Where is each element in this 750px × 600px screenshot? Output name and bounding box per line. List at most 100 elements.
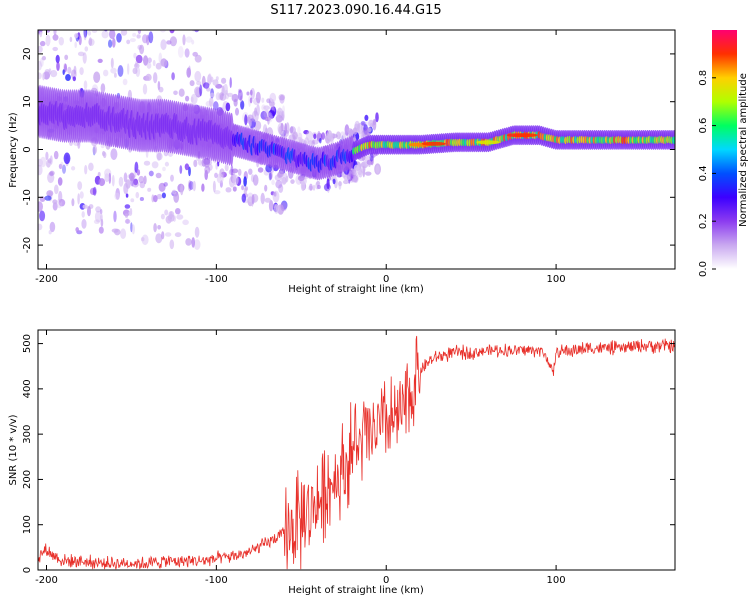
- spectrogram-noise-blob: [63, 152, 71, 165]
- snr-xtick-label: 100: [547, 575, 566, 586]
- spectrogram-noise-blob: [192, 51, 198, 57]
- spectrogram-noise-blob: [104, 173, 110, 183]
- spectrogram-noise-blob: [147, 187, 152, 192]
- spectrogram-noise-blob: [251, 194, 255, 205]
- spectrogram-noise-blob: [260, 192, 265, 205]
- spectrogram-noise-blob: [225, 92, 229, 100]
- spectrogram-noise-blob: [130, 198, 135, 203]
- spectrogram-noise-blob: [219, 91, 224, 101]
- spectrogram-noise-blob: [275, 114, 283, 123]
- spectrogram-noise-blob: [52, 46, 58, 52]
- spectrogram-noise-blob: [205, 100, 213, 107]
- spectrogram-noise-blob: [52, 202, 58, 211]
- spectrogram-noise-blob: [196, 81, 202, 86]
- spectrogram-noise-blob: [280, 202, 288, 212]
- snr-series-line: [38, 335, 675, 570]
- spectrogram-noise-blob: [38, 45, 43, 53]
- snr-ylabel: SNR (10 * v/v): [8, 414, 19, 485]
- spectrogram-noise-blob: [120, 228, 127, 239]
- spectrogram-noise-blob: [215, 76, 219, 81]
- spectrogram-noise-blob: [162, 166, 166, 172]
- snr-ytick-label: 500: [22, 334, 33, 353]
- spectrogram-noise-blob: [179, 165, 183, 174]
- spectrogram-noise-blob: [160, 39, 167, 51]
- spectrogram-noise-blob: [185, 238, 192, 246]
- spectrogram-noise-blob: [357, 122, 361, 133]
- colorbar-tick-label: 0.0: [698, 261, 709, 277]
- spectrogram-noise-blob: [87, 30, 92, 36]
- spectrogram-noise-blob: [297, 175, 305, 182]
- spectrogram-noise-blob: [169, 36, 177, 47]
- spectrogram-noise-blob: [84, 0, 88, 2]
- spectrogram-noise-blob: [39, 31, 43, 38]
- spectrogram-noise-blob: [219, 169, 222, 179]
- spectrogram-noise-blob: [268, 109, 275, 119]
- spectrogram-noise-blob: [256, 104, 260, 116]
- spectrogram-noise-blob: [338, 181, 343, 187]
- spectrogram-noise-blob: [261, 97, 265, 103]
- spectrogram-noise-blob: [251, 174, 255, 183]
- spectrogram-noise-blob: [67, 66, 72, 74]
- spectrogram-noise-blob: [151, 161, 159, 169]
- spectrogram-noise-blob: [252, 174, 259, 186]
- spectrogram-noise-blob: [153, 12, 160, 23]
- spectrogram-noise-blob: [124, 15, 129, 22]
- spectrogram-noise-blob: [75, 11, 82, 15]
- spectrogram-noise-blob: [167, 214, 175, 222]
- spectrogram-noise-blob: [71, 166, 76, 171]
- spectrogram-noise-blob: [110, 57, 114, 69]
- spectrogram-ytick-label: -10: [22, 189, 33, 205]
- spectrogram-noise-blob: [127, 89, 132, 102]
- spectrogram-noise-blob: [312, 139, 319, 145]
- spectrogram-noise-blob: [194, 30, 200, 33]
- colorbar-tick-label: 0.4: [698, 165, 709, 181]
- spectrogram-noise-blob: [250, 87, 255, 100]
- spectrogram-noise-blob: [171, 189, 177, 195]
- spectrogram-noise-blob: [74, 33, 79, 39]
- spectrogram-noise-blob: [171, 72, 175, 81]
- spectrogram-noise-blob: [199, 84, 203, 97]
- spectrogram-noise-blob: [131, 180, 139, 188]
- spectrogram-noise-blob: [38, 201, 43, 212]
- spectrogram-noise-blob: [100, 83, 106, 93]
- spectrogram-noise-blob: [360, 121, 366, 126]
- spectrogram-noise-blob: [227, 92, 234, 97]
- spectrogram-noise-blob: [186, 67, 191, 78]
- spectrogram-noise-blob: [46, 190, 54, 197]
- spectrogram-noise-blob: [178, 88, 185, 97]
- spectrogram-noise-blob: [114, 72, 117, 78]
- spectrogram-noise-blob: [146, 62, 152, 69]
- spectrogram-noise-blob: [245, 186, 249, 191]
- spectrogram-noise-blob: [82, 204, 88, 209]
- snr-ytick-label: 200: [22, 470, 33, 489]
- spectrogram-noise-blob: [155, 62, 162, 70]
- spectrogram-noise-blob: [64, 63, 67, 73]
- spectrogram-noise-blob: [185, 95, 190, 102]
- spectrogram-noise-blob: [269, 92, 277, 103]
- spectrogram-noise-blob: [223, 83, 228, 95]
- spectrogram-noise-blob: [69, 4, 74, 11]
- spectrogram-noise-blob: [249, 97, 253, 104]
- spectrogram-noise-blob: [129, 172, 135, 182]
- spectrogram-noise-blob: [83, 80, 88, 90]
- spectrogram-noise-blob: [39, 0, 46, 7]
- spectrogram-noise-blob: [77, 193, 80, 205]
- spectrogram-noise-blob: [47, 158, 52, 164]
- spectrogram-noise-blob: [212, 79, 219, 86]
- spectrogram-noise-blob: [111, 174, 115, 187]
- spectrogram-noise-blob: [180, 184, 184, 196]
- spectrogram-noise-blob: [237, 168, 242, 176]
- spectrogram-ylabel: Frequency (Hz): [8, 112, 19, 188]
- spectrogram-noise-blob: [321, 132, 326, 140]
- spectrogram-noise-blob: [133, 52, 137, 59]
- spectrogram-noise-blob: [49, 221, 56, 233]
- spectrogram-noise-blob: [38, 164, 43, 176]
- spectrogram-noise-blob: [122, 78, 128, 86]
- spectrogram-noise-blob: [224, 164, 229, 172]
- spectrogram-noise-blob: [277, 170, 284, 178]
- spectrogram-noise-blob: [359, 129, 363, 135]
- spectrogram-noise-blob: [94, 210, 102, 223]
- spectrogram-noise-blob: [83, 30, 87, 41]
- spectrogram-noise-blob: [190, 96, 194, 103]
- spectrogram-noise-blob: [159, 30, 167, 33]
